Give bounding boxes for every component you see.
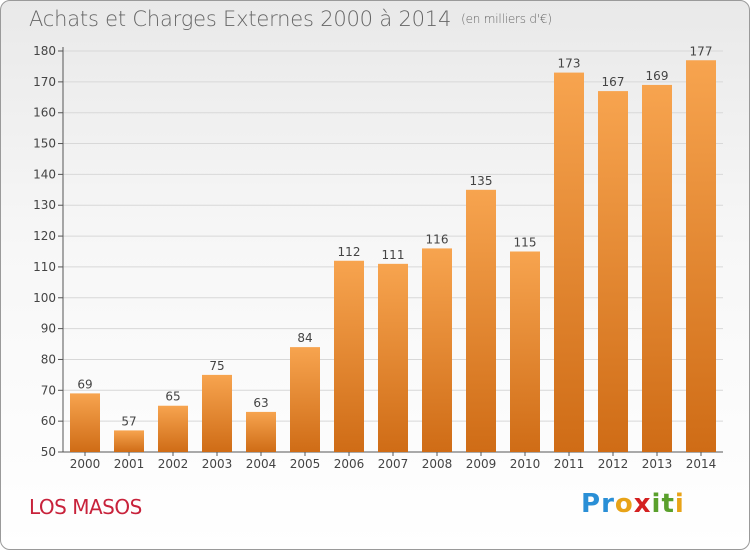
bar-value-label: 63 bbox=[253, 396, 268, 410]
bar bbox=[334, 260, 364, 452]
bar bbox=[158, 405, 188, 452]
bar-value-label: 116 bbox=[426, 232, 449, 246]
chart-unit: (en milliers d'€) bbox=[461, 12, 552, 26]
bar bbox=[642, 84, 672, 452]
chart-title-text: Achats et Charges Externes 2000 à 2014 bbox=[29, 7, 452, 31]
y-tick-label: 150 bbox=[33, 137, 56, 151]
y-tick-label: 50 bbox=[41, 445, 56, 459]
bar-value-label: 65 bbox=[165, 390, 180, 404]
bar-value-label: 69 bbox=[77, 377, 92, 391]
x-tick-label: 2000 bbox=[70, 457, 101, 471]
bar bbox=[202, 374, 232, 452]
bar bbox=[114, 430, 144, 452]
x-tick-label: 2009 bbox=[466, 457, 497, 471]
y-tick-label: 90 bbox=[41, 322, 56, 336]
bar-value-label: 84 bbox=[297, 331, 312, 345]
y-tick-label: 70 bbox=[41, 383, 56, 397]
chart-title: Achats et Charges Externes 2000 à 2014 (e… bbox=[29, 7, 552, 31]
bar-value-label: 177 bbox=[690, 44, 713, 58]
x-tick-label: 2006 bbox=[334, 457, 365, 471]
y-tick-label: 130 bbox=[33, 198, 56, 212]
bar-value-label: 173 bbox=[558, 57, 581, 71]
bar-value-label: 111 bbox=[382, 248, 405, 262]
bar-value-label: 169 bbox=[646, 69, 669, 83]
bars: 69 57 65 75 63 84 112 111 116 135 115 173 167 169 177 bbox=[70, 44, 716, 453]
y-tick-label: 80 bbox=[41, 352, 56, 366]
y-tick-label: 60 bbox=[41, 414, 56, 428]
x-tick-label: 2014 bbox=[686, 457, 717, 471]
bar bbox=[378, 263, 408, 452]
bar bbox=[598, 91, 628, 452]
x-tick-label: 2013 bbox=[642, 457, 673, 471]
bar-value-label: 75 bbox=[209, 359, 224, 373]
x-tick-label: 2011 bbox=[554, 457, 585, 471]
bar bbox=[466, 189, 496, 453]
x-tick-label: 2005 bbox=[290, 457, 321, 471]
x-tick-label: 2008 bbox=[422, 457, 453, 471]
y-tick-label: 120 bbox=[33, 229, 56, 243]
bar-value-label: 112 bbox=[338, 245, 361, 259]
location-name: LOS MASOS bbox=[29, 495, 142, 519]
bar bbox=[686, 60, 716, 452]
x-tick-label: 2012 bbox=[598, 457, 629, 471]
x-tick-label: 2002 bbox=[158, 457, 189, 471]
bar-value-label: 57 bbox=[121, 414, 136, 428]
bar bbox=[510, 251, 540, 452]
brand-logo: Proxiti bbox=[581, 489, 685, 519]
x-tick-label: 2003 bbox=[202, 457, 233, 471]
bar-value-label: 115 bbox=[514, 236, 537, 250]
bar bbox=[246, 411, 276, 452]
bar bbox=[554, 72, 584, 452]
y-tick-label: 110 bbox=[33, 260, 56, 274]
bar bbox=[290, 347, 320, 452]
x-tick-label: 2004 bbox=[246, 457, 277, 471]
bar bbox=[422, 248, 452, 452]
axes: 50 60 70 80 90 100 110 120 130 140 150 160 170 180 200… bbox=[33, 44, 723, 471]
x-tick-label: 2007 bbox=[378, 457, 409, 471]
y-tick-label: 170 bbox=[33, 75, 56, 89]
y-tick-label: 180 bbox=[33, 44, 56, 58]
bar bbox=[70, 393, 100, 452]
y-tick-label: 140 bbox=[33, 167, 56, 181]
bar-value-label: 135 bbox=[470, 174, 493, 188]
y-tick-label: 160 bbox=[33, 106, 56, 120]
y-tick-label: 100 bbox=[33, 291, 56, 305]
x-tick-label: 2001 bbox=[114, 457, 145, 471]
x-tick-label: 2010 bbox=[510, 457, 541, 471]
bar-value-label: 167 bbox=[602, 75, 625, 89]
